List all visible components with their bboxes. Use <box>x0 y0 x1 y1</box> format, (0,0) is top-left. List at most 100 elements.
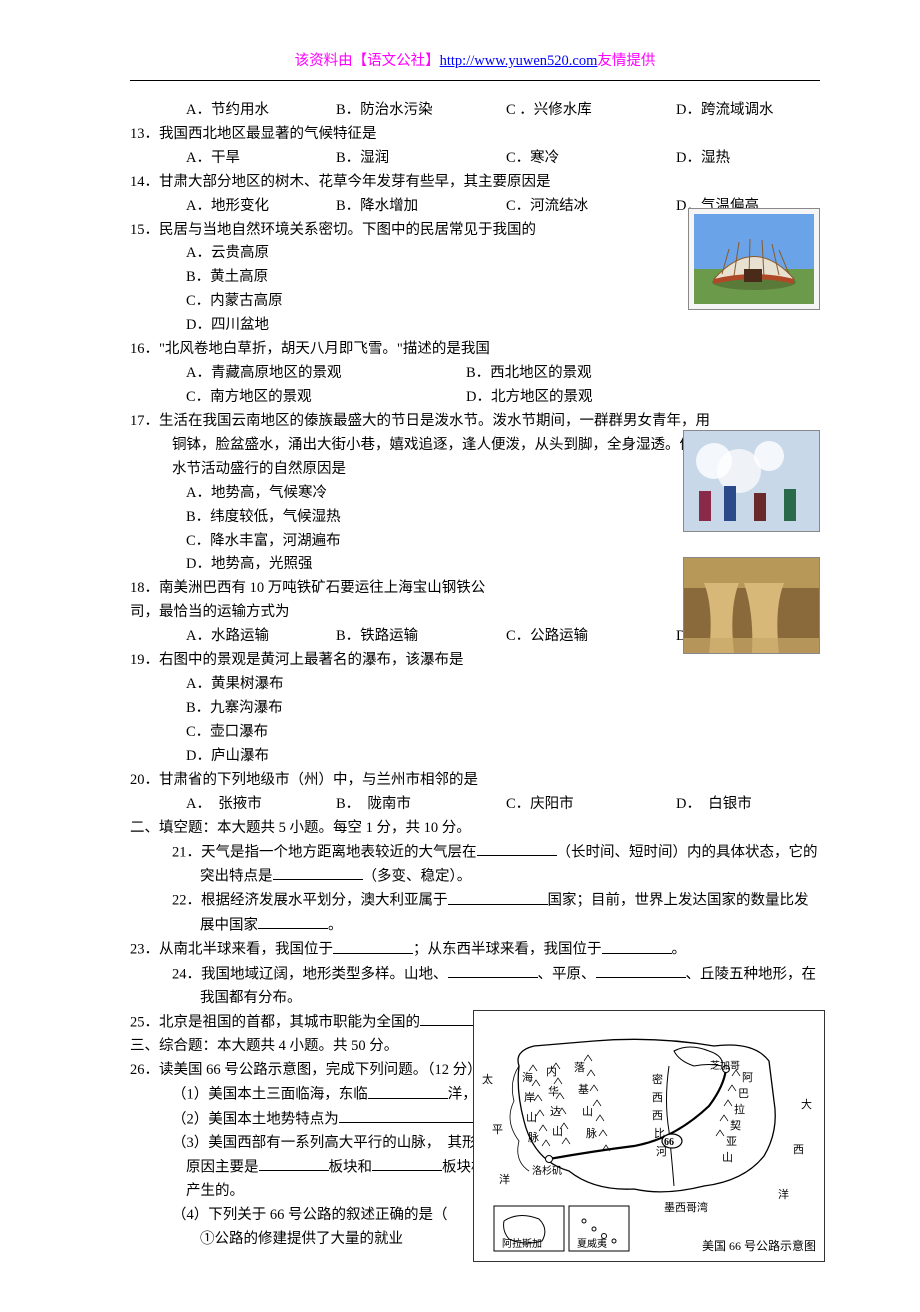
section2-title: 二、填空题：本大题共 5 小题。每空 1 分，共 10 分。 <box>130 817 820 841</box>
q16-row2: C．南方地区的景观 D．北方地区的景观 <box>130 386 820 410</box>
q26-4: （4）下列关于 66 号公路的叙述正确的是（ ） <box>130 1204 500 1228</box>
figure-waterfall <box>683 557 820 654</box>
map-nev2: 华 <box>548 1083 559 1101</box>
map-atl3: 洋 <box>778 1186 789 1204</box>
q23-p2: ；从东西半球来看，我国位于 <box>413 942 602 958</box>
q12-opt-d: D．跨流域调水 <box>676 99 773 123</box>
q20-opt-b: B． 陇南市 <box>336 793 506 817</box>
q14-stem: 14．甘肃大部分地区的树木、花草今年发芽有些早，其主要原因是 <box>130 171 820 195</box>
q13-opt-a: A．干旱 <box>186 147 336 171</box>
map-nev4: 山 <box>552 1123 563 1141</box>
q20-options: A． 张掖市 B． 陇南市 C．庆阳市 D． 白银市 <box>130 793 820 817</box>
map-pacific2: 平 <box>492 1121 503 1139</box>
q13-opt-b: B．湿润 <box>336 147 506 171</box>
map-alaska: 阿拉斯加 <box>502 1237 542 1254</box>
q24-blank2[interactable] <box>596 963 686 979</box>
q22-blank2[interactable] <box>258 914 328 930</box>
q23-blank2[interactable] <box>602 938 672 954</box>
q14-opt-b: B．降水增加 <box>336 195 506 219</box>
map-hawaii: 夏威夷 <box>577 1237 607 1254</box>
q19-opt-c: C．壶口瀑布 <box>130 721 820 745</box>
map-pacific3: 洋 <box>499 1171 510 1189</box>
q24-blank1[interactable] <box>448 963 538 979</box>
map-ms1: 密 <box>652 1071 663 1089</box>
q12-opt-a: A．节约用水 <box>186 99 336 123</box>
map-rk4: 脉 <box>586 1125 597 1143</box>
q16-opt-c: C．南方地区的景观 <box>186 386 466 410</box>
figure-yurt <box>688 208 820 310</box>
q26-3: （3）美国西部有一系列高大平行的山脉， 其形成原因主要是板块和板块相撞产生的。 <box>130 1132 500 1204</box>
q26-3a: （3）美国西部有一系列高大平行的山 <box>172 1135 411 1151</box>
q19-opt-a: A．黄果树瀑布 <box>130 673 820 697</box>
q23-p1: 23．从南北半球来看，我国位于 <box>130 942 333 958</box>
map-pacific1: 太 <box>482 1071 493 1089</box>
q23-blank1[interactable] <box>333 938 413 954</box>
q26-3-blank1[interactable] <box>259 1156 329 1172</box>
map-coast3: 山 <box>526 1109 537 1127</box>
q26-3-blank2[interactable] <box>372 1156 442 1172</box>
map-coast2: 岸 <box>524 1089 535 1107</box>
map-title: 美国 66 号公路示意图 <box>702 1237 816 1257</box>
q22-blank1[interactable] <box>448 889 548 905</box>
q13-options: A．干旱 B．湿润 C．寒冷 D．湿热 <box>130 147 820 171</box>
map-gulf: 墨西哥湾 <box>664 1199 708 1217</box>
q21: 21．天气是指一个地方距离地表较近的大气层在（长时间、短时间）内的具体状态，它的… <box>130 841 820 890</box>
q21-p4: （多变、稳定）。 <box>363 868 472 884</box>
q26-3e: 的。 <box>215 1183 244 1199</box>
figure-water-splash <box>683 430 820 532</box>
q26-3c: 板块和 <box>329 1159 373 1175</box>
figure-us-map: 太 平 洋 大 西 洋 墨西哥湾 海 岸 山 脉 内 华 达 山 落 基 山 脉… <box>473 1010 825 1262</box>
q21-blank1[interactable] <box>477 841 557 857</box>
q26-4c: ①公路的修建提供了大量的就业 <box>130 1228 500 1252</box>
exam-page: 该资料由【语文公社】http://www.yuwen520.com友情提供 <box>0 0 920 1312</box>
q20-opt-a: A． 张掖市 <box>186 793 336 817</box>
q18-opt-b: B．铁路运输 <box>336 625 506 649</box>
q22-p2: 国家；目前，世界上发达国家的 <box>548 893 751 909</box>
q24: 24．我国地域辽阔，地形类型多样。山地、、平原、、丘陵五种地形，在我国都有分布。 <box>130 963 820 1011</box>
q15-opt-d: D．四川盆地 <box>130 314 820 338</box>
map-chicago: 芝加哥 <box>710 1059 740 1076</box>
q22-p1: 22．根据经济发展水平划分，澳大利亚属于 <box>172 893 448 909</box>
map-rk1: 落 <box>574 1059 585 1077</box>
header-rule <box>130 80 820 81</box>
q26-4a: （4）下列关于 66 号公路的叙述正确的 <box>172 1207 419 1223</box>
header-prefix: 该资料由【语文公社】 <box>295 53 440 69</box>
q23: 23．从南北半球来看，我国位于 ；从东西半球来看，我国位于 。 <box>130 938 820 962</box>
page-header: 该资料由【语文公社】http://www.yuwen520.com友情提供 <box>130 50 820 74</box>
map-coast1: 海 <box>522 1069 533 1087</box>
q14-opt-a: A．地形变化 <box>186 195 336 219</box>
map-rk3: 山 <box>582 1103 593 1121</box>
q26-1a: （1）美国本土三面临海，东临 <box>172 1087 368 1103</box>
q24-p2: 、平原、 <box>538 966 596 982</box>
q20-stem: 20．甘肃省的下列地级市（州）中，与兰州市相邻的是 <box>130 769 820 793</box>
map-nev3: 达 <box>550 1103 561 1121</box>
q21-p1: 21．天气是指一个地方距离地表较近的大气层在 <box>172 844 477 860</box>
q18-opt-a: A．水路运输 <box>186 625 336 649</box>
q13-stem: 13．我国西北地区最显著的气候特征是 <box>130 123 820 147</box>
q16-opt-b: B．西北地区的景观 <box>466 362 592 386</box>
header-link[interactable]: http://www.yuwen520.com <box>440 53 598 69</box>
q26-1-blank1[interactable] <box>368 1083 448 1099</box>
map-la: 洛杉矶 <box>532 1164 562 1181</box>
map-atl2: 西 <box>793 1141 804 1159</box>
q12-opt-b: B．防治水污染 <box>336 99 506 123</box>
map-nev1: 内 <box>546 1063 557 1081</box>
q14-opt-c: C．河流结冰 <box>506 195 676 219</box>
q16-stem: 16．"北风卷地白草折，胡天八月即飞雪。"描述的是我国 <box>130 338 820 362</box>
q23-p3: 。 <box>672 942 687 958</box>
q20-opt-d: D． 白银市 <box>676 793 752 817</box>
q21-p2: （长时间、短时间）内的具体状 <box>557 844 760 860</box>
q16-opt-d: D．北方地区的景观 <box>466 386 592 410</box>
q26-2a: （2）美国本土地势特点为 <box>172 1111 339 1127</box>
map-coast4: 脉 <box>528 1129 539 1147</box>
q20-opt-c: C．庆阳市 <box>506 793 676 817</box>
q21-blank2[interactable] <box>273 865 363 881</box>
q24-p1: 24．我国地域辽阔，地形类型多样。山地、 <box>172 966 448 982</box>
q18-opt-c: C．公路运输 <box>506 625 676 649</box>
header-suffix: 友情提供 <box>597 53 655 69</box>
q25-p1: 25．北京是祖国的首都，其城市职能为全国的 <box>130 1014 420 1030</box>
q12-options: A．节约用水 B．防治水污染 C ．兴修水库 D．跨流域调水 <box>130 99 820 123</box>
map-ms2: 西 <box>652 1089 663 1107</box>
map-rk2: 基 <box>578 1081 589 1099</box>
q22-p4: 。 <box>328 917 343 933</box>
